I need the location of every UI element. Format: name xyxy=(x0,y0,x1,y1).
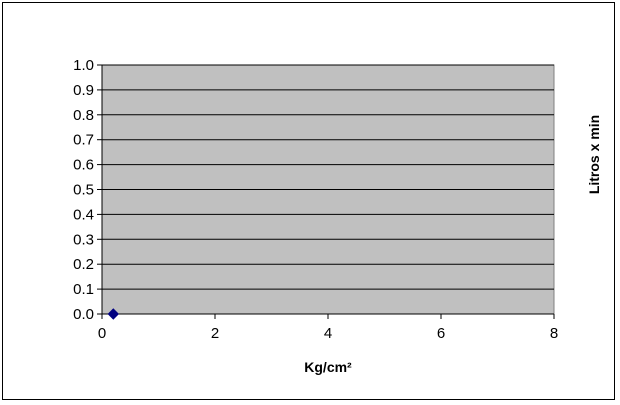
y-tick-label: 0.2 xyxy=(73,256,94,273)
y-tick-label: 0.7 xyxy=(73,132,94,149)
x-tick-label: 6 xyxy=(437,325,445,342)
y-tick-label: 0.1 xyxy=(73,281,94,298)
y-tick-label: 1.0 xyxy=(73,57,94,74)
data-points xyxy=(107,308,120,320)
x-tick-label: 0 xyxy=(98,325,106,342)
x-axis-ticks: 0 2 4 6 8 xyxy=(98,314,558,342)
y-axis-ticks: 0.0 0.1 0.2 0.3 0.4 0.5 0.6 0.7 0.8 0.9 1.0 xyxy=(73,57,102,323)
y-tick-label: 0.8 xyxy=(73,107,94,124)
y-tick-label: 0.9 xyxy=(73,82,94,99)
x-axis-title: Kg/cm² xyxy=(304,359,352,375)
y-axis-title: Litros x min xyxy=(586,115,602,194)
y-tick-label: 0.5 xyxy=(73,182,94,199)
x-tick-label: 4 xyxy=(324,325,332,342)
y-tick-label: 0.4 xyxy=(73,206,94,223)
y-tick-label: 0.6 xyxy=(73,157,94,174)
x-tick-label: 8 xyxy=(550,325,558,342)
y-tick-label: 0.3 xyxy=(73,231,94,248)
y-tick-label: 0.0 xyxy=(73,306,94,323)
x-tick-label: 2 xyxy=(211,325,219,342)
data-point xyxy=(107,308,120,320)
gridlines xyxy=(102,64,554,290)
